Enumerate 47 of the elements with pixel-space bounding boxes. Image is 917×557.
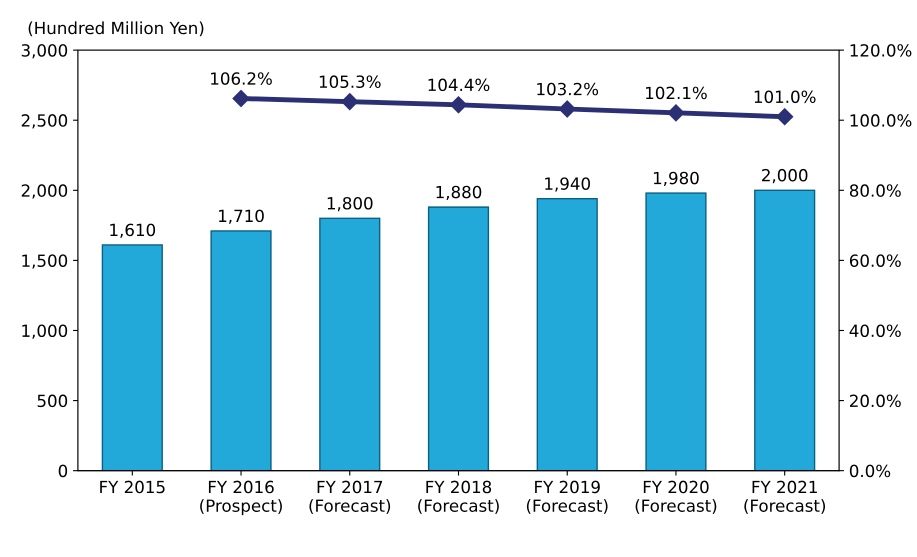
y-tick-label: 3,000 xyxy=(22,44,68,58)
y-tick-label: 1,000 xyxy=(22,324,68,339)
x-tick-label: FY 2018 (Forecast) xyxy=(418,480,499,514)
data-label: 2,000 xyxy=(762,168,808,184)
data-label: 101.0% xyxy=(754,90,816,104)
y2-tick-label: 120.0% xyxy=(850,44,912,57)
x-tick-label: FY 2015 xyxy=(100,480,165,494)
bar xyxy=(102,244,163,471)
data-label: 1,800 xyxy=(328,196,373,212)
data-label: 1,940 xyxy=(545,177,590,192)
bar xyxy=(645,192,707,471)
x-tick-label: FY 2021 (Forecast) xyxy=(744,480,826,514)
bar xyxy=(536,198,598,471)
data-label: 1,980 xyxy=(654,172,699,186)
x-tick-label: FY 2016 (Prospect) xyxy=(200,480,282,516)
bar xyxy=(319,218,380,471)
point xyxy=(232,90,250,108)
y-axis-title: (Hundred Million Yen) xyxy=(28,21,204,36)
y2-tick-label: 0.0% xyxy=(850,464,890,478)
data-label: 103.2% xyxy=(537,82,598,96)
data-label: 102.1% xyxy=(646,86,707,100)
x-tick-label: FY 2019 (Forecast) xyxy=(526,480,608,514)
point xyxy=(667,104,685,122)
bar xyxy=(754,190,816,471)
data-label: 1,710 xyxy=(219,210,264,224)
data-label: 106.2% xyxy=(211,72,272,85)
data-label: 104.4% xyxy=(428,78,490,92)
y2-tick-label: 80.0% xyxy=(850,184,901,197)
point xyxy=(776,108,794,126)
data-label: 1,880 xyxy=(436,186,482,200)
y2-tick-label: 40.0% xyxy=(850,324,901,338)
y-tick-label: 2,000 xyxy=(22,184,68,199)
y2-tick-label: 100.0% xyxy=(850,114,912,127)
y-tick-label: 1,500 xyxy=(22,254,68,269)
x-tick-label: FY 2020 (Forecast) xyxy=(636,480,716,514)
y2-tick-label: 20.0% xyxy=(850,394,901,408)
y2-tick-label: 60.0% xyxy=(850,254,901,267)
point xyxy=(558,100,576,118)
bar xyxy=(210,230,272,471)
x-tick-label: FY 2017 (Forecast) xyxy=(309,480,390,514)
data-label: 105.3% xyxy=(320,75,381,88)
point xyxy=(341,93,358,110)
y-tick-label: 2,500 xyxy=(22,114,68,128)
bar xyxy=(428,206,490,471)
data-label: 1,610 xyxy=(110,224,156,238)
y-tick-label: 500 xyxy=(38,394,68,408)
y-tick-label: 0 xyxy=(58,464,68,478)
